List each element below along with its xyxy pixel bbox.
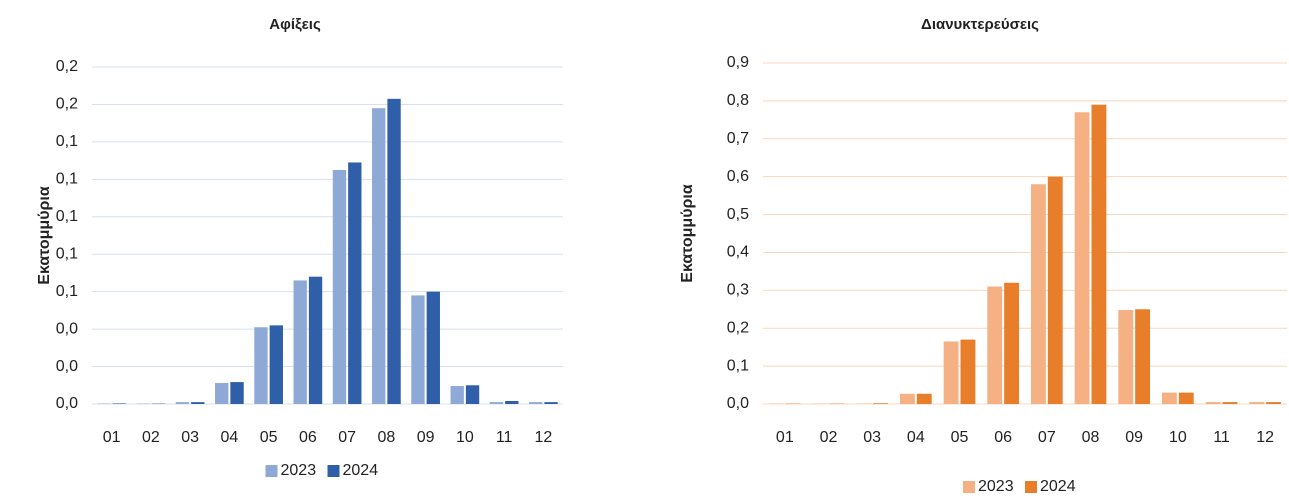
- x-tick-label: 07: [1038, 429, 1056, 446]
- legend-label: 2024: [343, 462, 379, 479]
- y-tick-label: 0,1: [56, 245, 78, 262]
- y-tick-label: 0,2: [56, 96, 78, 113]
- x-tick-label: 09: [417, 429, 435, 446]
- bar: [450, 386, 464, 404]
- x-tick-label: 10: [1169, 429, 1187, 446]
- bar: [1074, 112, 1090, 404]
- legend-swatch: [265, 465, 278, 477]
- bar: [215, 383, 229, 404]
- bar: [230, 382, 244, 404]
- bar: [1135, 309, 1151, 404]
- bar: [1030, 184, 1046, 404]
- bar: [465, 385, 480, 404]
- y-tick-label: 0,6: [727, 168, 749, 185]
- bar: [1004, 282, 1020, 404]
- x-tick-label: 11: [496, 429, 513, 446]
- y-axis-label: Εκατομμύρια: [36, 186, 53, 285]
- x-tick-label: 03: [181, 429, 199, 446]
- bar: [332, 169, 347, 404]
- x-tick-label: 12: [534, 429, 552, 446]
- y-tick-label: 0,1: [56, 283, 78, 300]
- y-tick-label: 0,1: [56, 171, 78, 188]
- bar: [1222, 402, 1238, 404]
- x-tick-label: 07: [338, 429, 356, 446]
- x-tick-label: 12: [1256, 429, 1274, 446]
- y-tick-label: 0,3: [727, 282, 749, 299]
- x-tick-label: 08: [377, 429, 395, 446]
- x-tick-label: 02: [820, 429, 838, 446]
- bar: [426, 291, 440, 404]
- bar: [1178, 392, 1194, 404]
- y-axis-label: Εκατομμύρια: [679, 184, 696, 283]
- bar: [544, 402, 558, 404]
- y-tick-label: 0,4: [727, 244, 749, 261]
- x-tick-label: 05: [260, 429, 278, 446]
- bar: [529, 402, 543, 404]
- y-tick-label: 0,2: [727, 319, 749, 336]
- y-tick-label: 0,8: [727, 92, 749, 109]
- x-tick-label: 06: [299, 429, 317, 446]
- y-tick-label: 0,0: [56, 358, 78, 375]
- bar: [308, 276, 323, 404]
- bar: [372, 108, 386, 404]
- y-tick-label: 0,0: [56, 395, 78, 412]
- x-tick-label: 10: [456, 429, 474, 446]
- chart-title: Αφίξεις: [269, 16, 321, 33]
- bar: [1249, 402, 1265, 404]
- x-tick-label: 11: [1213, 429, 1230, 446]
- x-tick-label: 05: [951, 429, 969, 446]
- y-tick-label: 0,1: [56, 208, 78, 225]
- bar: [505, 401, 519, 404]
- x-tick-label: 09: [1125, 429, 1143, 446]
- bar: [1205, 402, 1221, 404]
- legend-label: 2024: [1040, 478, 1076, 495]
- y-tick-label: 0,7: [727, 130, 749, 147]
- bar: [943, 341, 959, 404]
- bar: [489, 402, 504, 404]
- x-tick-label: 03: [863, 429, 881, 446]
- bar: [269, 325, 283, 404]
- bar: [960, 339, 976, 404]
- bar: [1047, 176, 1063, 404]
- bar: [1161, 392, 1177, 404]
- bar: [873, 403, 889, 404]
- y-tick-label: 0,5: [727, 206, 749, 223]
- bar: [916, 393, 932, 404]
- bar: [411, 295, 425, 404]
- x-tick-label: 04: [907, 429, 925, 446]
- bar: [387, 98, 401, 405]
- y-tick-label: 0,0: [56, 320, 78, 337]
- legend-swatch: [327, 465, 340, 477]
- legend-swatch: [1025, 481, 1037, 493]
- bar: [987, 286, 1003, 404]
- bar: [1091, 104, 1107, 404]
- bar: [293, 280, 307, 404]
- bar: [254, 327, 268, 404]
- bar: [1266, 402, 1282, 404]
- bar: [175, 402, 190, 404]
- y-tick-label: 0,9: [727, 54, 749, 71]
- legend-label: 2023: [978, 478, 1014, 495]
- x-tick-label: 01: [103, 429, 121, 446]
- bar: [348, 162, 362, 404]
- chart-title: Διανυκτερεύσεις: [921, 16, 1039, 33]
- y-tick-label: 0,2: [56, 58, 78, 75]
- legend-swatch: [963, 481, 975, 493]
- x-tick-label: 06: [994, 429, 1012, 446]
- bar: [1118, 310, 1134, 404]
- x-tick-label: 01: [776, 429, 794, 446]
- y-tick-label: 0,1: [56, 133, 78, 150]
- legend-label: 2023: [281, 462, 317, 479]
- x-tick-label: 04: [220, 429, 238, 446]
- bar: [112, 403, 126, 404]
- x-tick-label: 02: [142, 429, 160, 446]
- bar: [191, 402, 205, 404]
- y-tick-label: 0,0: [727, 395, 749, 412]
- bar: [899, 393, 915, 404]
- x-tick-label: 08: [1082, 429, 1100, 446]
- y-tick-label: 0,1: [727, 357, 749, 374]
